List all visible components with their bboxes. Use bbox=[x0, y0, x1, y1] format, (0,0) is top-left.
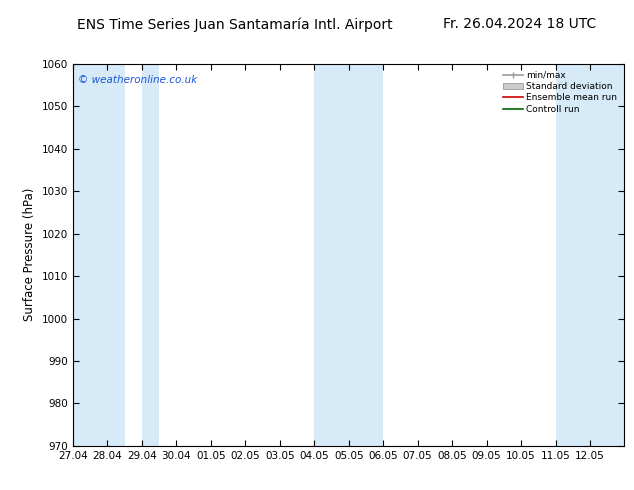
Legend: min/max, Standard deviation, Ensemble mean run, Controll run: min/max, Standard deviation, Ensemble me… bbox=[500, 68, 620, 117]
Text: © weatheronline.co.uk: © weatheronline.co.uk bbox=[79, 75, 198, 85]
Bar bbox=[142, 64, 159, 446]
Bar bbox=[314, 64, 383, 446]
Bar bbox=[555, 64, 624, 446]
Text: Fr. 26.04.2024 18 UTC: Fr. 26.04.2024 18 UTC bbox=[443, 17, 597, 31]
Text: ENS Time Series Juan Santamaría Intl. Airport: ENS Time Series Juan Santamaría Intl. Ai… bbox=[77, 17, 392, 32]
Bar bbox=[73, 64, 125, 446]
Y-axis label: Surface Pressure (hPa): Surface Pressure (hPa) bbox=[23, 188, 36, 321]
